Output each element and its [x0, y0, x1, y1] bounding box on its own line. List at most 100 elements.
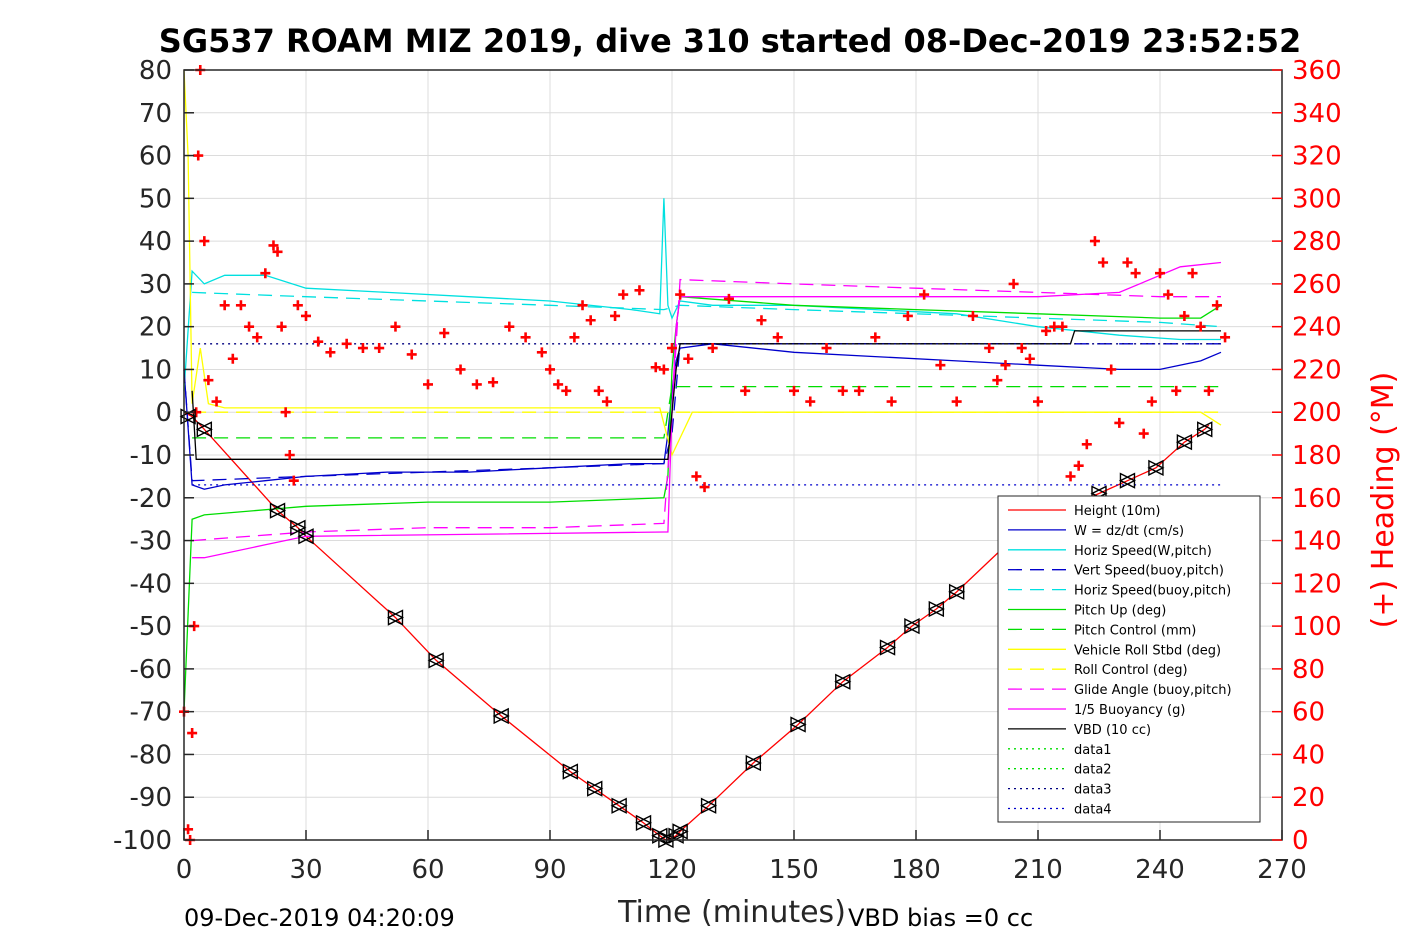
heading-point: [260, 268, 271, 279]
heading-point: [1098, 257, 1109, 268]
triangle-marker: [289, 519, 307, 536]
y-tick-label: -40: [130, 569, 172, 599]
legend-label: Pitch Control (mm): [1074, 623, 1196, 638]
heading-point: [919, 289, 930, 300]
series-line-10: [192, 261, 1222, 559]
y-right-tick-label: 320: [1292, 142, 1342, 172]
y-tick-label: -100: [113, 826, 172, 856]
heading-point: [593, 385, 604, 396]
triangle-marker: [700, 797, 718, 814]
heading-point: [667, 343, 677, 354]
heading-point: [211, 396, 222, 407]
legend-label: Pitch Up (deg): [1074, 604, 1166, 619]
heading-point: [439, 328, 450, 339]
heading-point: [341, 338, 352, 349]
triangle-marker: [586, 780, 604, 797]
x-tick-label: 0: [176, 855, 193, 885]
x-tick-label: 30: [289, 855, 322, 885]
y-right-tick-label: 300: [1292, 184, 1342, 214]
heading-point: [193, 150, 204, 161]
heading-point: [854, 385, 865, 396]
triangle-marker: [903, 617, 921, 635]
x-tick-label: 150: [769, 855, 819, 885]
y-right-tick-label: 100: [1292, 612, 1342, 642]
legend-label: data1: [1074, 743, 1112, 758]
y-right-tick-label: 260: [1292, 270, 1342, 300]
footer-timestamp: 09-Dec-2019 04:20:09: [184, 904, 455, 932]
heading-point: [1203, 385, 1214, 396]
legend-label: Vert Speed(buoy,pitch): [1074, 564, 1224, 579]
heading-point: [1065, 471, 1076, 482]
heading-point: [1089, 236, 1100, 247]
legend-label: W = dz/dt (cm/s): [1074, 524, 1184, 539]
y-right-tick-label: 20: [1292, 783, 1325, 813]
heading-point: [699, 482, 710, 493]
y-tick-label: 60: [139, 142, 172, 172]
heading-point: [1130, 268, 1141, 279]
heading-point: [1146, 396, 1157, 407]
heading-point: [227, 353, 238, 364]
triangle-marker: [195, 421, 213, 438]
heading-point: [935, 360, 946, 371]
legend-label: 1/5 Buoyancy (g): [1074, 703, 1185, 718]
heading-point: [1016, 343, 1027, 354]
triangle-marker: [634, 814, 653, 832]
y-right-tick-label: 80: [1292, 655, 1325, 685]
y-right-tick-label: 360: [1292, 56, 1342, 86]
heading-point: [276, 321, 287, 332]
series-line-4: [192, 291, 1222, 328]
y-right-tick-label: 160: [1292, 484, 1342, 514]
heading-point: [984, 343, 995, 354]
heading-point: [634, 285, 645, 296]
heading-point: [1171, 385, 1182, 396]
heading-point: [1187, 268, 1198, 279]
legend-label: Height (10m): [1074, 504, 1160, 519]
heading-markers: [179, 65, 1231, 845]
heading-point: [569, 332, 580, 343]
heading-point: [325, 347, 336, 358]
y-tick-label: -50: [130, 612, 172, 642]
y-right-tick-label: 60: [1292, 698, 1325, 728]
triangle-marker: [268, 502, 287, 519]
heading-point: [1179, 310, 1190, 321]
heading-point: [244, 321, 255, 332]
series-line-11: [191, 330, 1221, 460]
heading-point: [520, 332, 531, 343]
triangle-marker: [427, 652, 445, 669]
chart-title: SG537 ROAM MIZ 2019, dive 310 started 08…: [159, 22, 1301, 60]
heading-point: [723, 293, 734, 304]
heading-point: [1024, 353, 1035, 364]
heading-point: [406, 349, 417, 360]
triangle-marker: [671, 823, 689, 840]
heading-point: [1073, 460, 1084, 471]
triangle-marker: [1175, 434, 1193, 451]
heading-point: [1138, 428, 1149, 439]
y-tick-label: 70: [139, 99, 172, 129]
heading-point: [658, 364, 669, 375]
heading-point: [967, 310, 978, 321]
y-tick-label: -90: [130, 783, 172, 813]
heading-point: [284, 450, 295, 460]
y-right-tick-label: 140: [1292, 527, 1342, 557]
y-right-tick-label: 180: [1292, 441, 1342, 471]
y-right-tick-label: 240: [1292, 313, 1342, 343]
heading-point: [683, 353, 694, 364]
heading-point: [423, 379, 433, 390]
heading-point: [1041, 325, 1052, 336]
triangle-marker: [789, 716, 807, 733]
x-axis-label: Time (minutes): [617, 895, 846, 930]
heading-point: [471, 379, 482, 390]
x-tick-label: 60: [411, 855, 444, 885]
heading-point: [756, 315, 767, 326]
triangle-marker: [1118, 472, 1137, 489]
heading-point: [1114, 417, 1125, 428]
x-tick-label: 210: [1013, 855, 1063, 885]
y-tick-label: 40: [139, 227, 172, 257]
y-tick-label: -60: [130, 655, 172, 685]
x-tick-label: 240: [1135, 855, 1185, 885]
triangle-marker: [1147, 459, 1165, 476]
heading-point: [561, 385, 572, 396]
y-tick-label: -80: [130, 740, 172, 770]
heading-point: [772, 332, 783, 343]
